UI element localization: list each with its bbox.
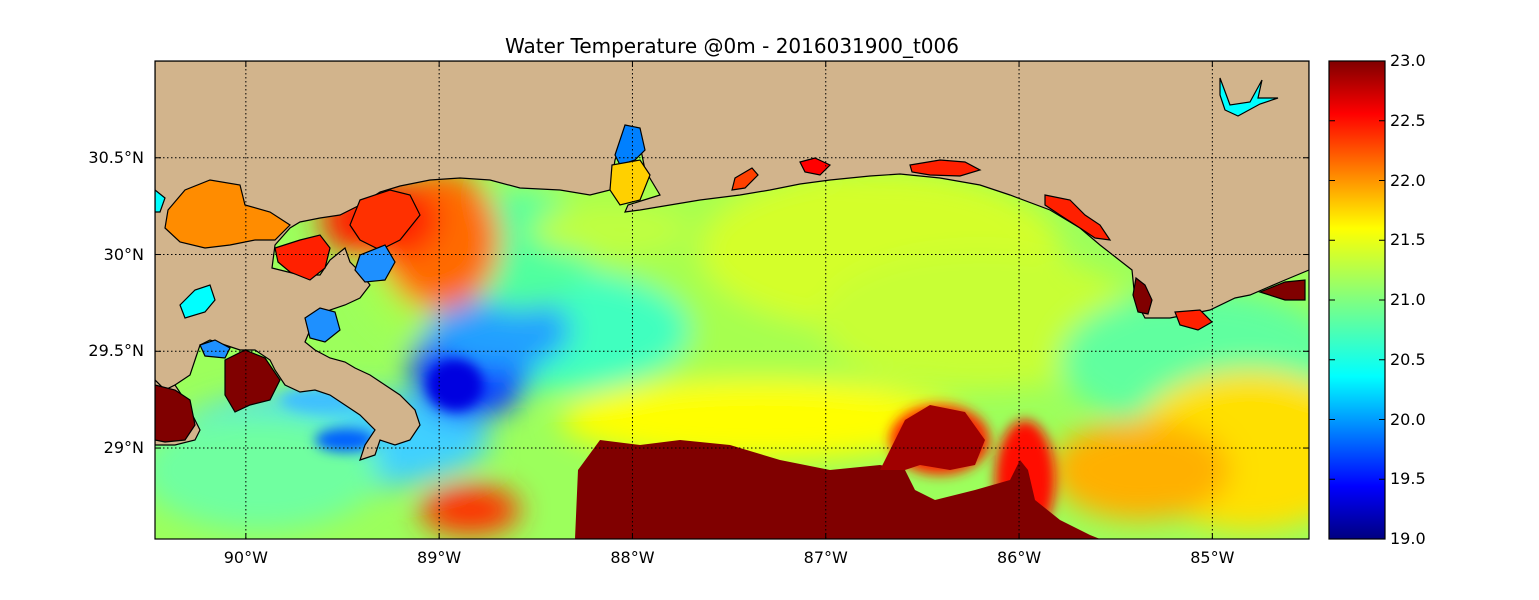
axis-ticks xyxy=(155,61,1309,539)
colorbar-tick-label: 20.5 xyxy=(1390,349,1426,369)
inland-water xyxy=(155,77,1306,443)
lon-tick-label: 90°W xyxy=(223,548,268,567)
colorbar-tick-label: 20.0 xyxy=(1390,409,1426,429)
graticule xyxy=(155,61,1309,539)
lat-tick-label: 29°N xyxy=(103,438,144,458)
colorbar-tick-label: 22.0 xyxy=(1390,170,1426,190)
colorbar-tick-label: 21.0 xyxy=(1390,290,1426,309)
lon-tick-label: 88°W xyxy=(610,548,655,567)
lat-tick-label: 30°N xyxy=(103,244,144,264)
colorbar-tick-label: 22.5 xyxy=(1390,110,1426,130)
lon-tick-label: 89°W xyxy=(417,548,462,567)
lon-tick-label: 87°W xyxy=(803,548,848,567)
lat-tick-label: 29.5°N xyxy=(88,341,144,361)
lon-tick-label: 86°W xyxy=(996,548,1042,567)
colorbar-tick-label: 19.5 xyxy=(1390,469,1426,489)
plot-title: Water Temperature @0m - 2016031900_t006 xyxy=(505,34,959,58)
colorbar xyxy=(1328,60,1386,540)
warm-eddy xyxy=(880,405,985,470)
warm-water-south xyxy=(575,440,1100,539)
colorbar-tick-label: 23.0 xyxy=(1390,51,1426,70)
lon-tick-label: 85°W xyxy=(1190,548,1235,567)
colorbar-ticks xyxy=(1329,60,1385,540)
map-frame xyxy=(154,60,1310,540)
colorbar-tick-label: 21.5 xyxy=(1390,230,1426,250)
colorbar-tick-label: 19.0 xyxy=(1390,529,1426,548)
lat-tick-label: 30.5°N xyxy=(88,147,144,167)
